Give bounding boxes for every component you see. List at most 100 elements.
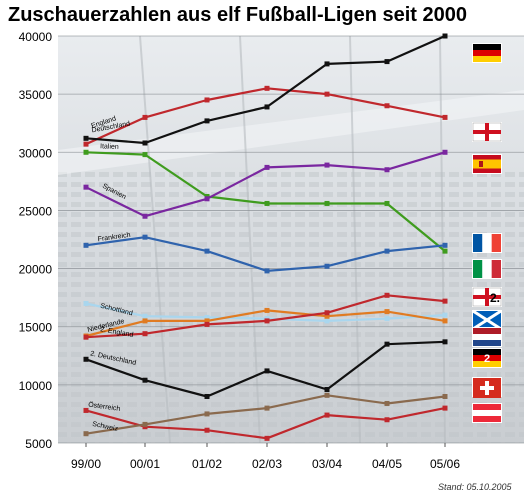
data-point — [442, 242, 448, 248]
data-point — [83, 334, 89, 340]
data-point — [324, 313, 330, 319]
x-tick-label: 05/06 — [430, 457, 460, 471]
y-tick-label: 25000 — [19, 204, 53, 218]
data-point — [264, 368, 270, 374]
data-point — [442, 339, 448, 345]
data-point — [142, 377, 148, 383]
flag-germany2-icon: 2 — [472, 348, 502, 368]
data-point — [142, 313, 148, 319]
data-point — [442, 33, 448, 39]
data-point — [264, 200, 270, 206]
data-point — [204, 196, 210, 202]
data-point — [142, 140, 148, 146]
data-point — [324, 61, 330, 67]
data-point — [142, 152, 148, 158]
data-point — [442, 405, 448, 411]
x-axis-ticks: 99/00 00/01 01/02 02/03 03/04 04/05 05/06 — [71, 443, 460, 471]
data-point — [384, 292, 390, 298]
data-point — [384, 316, 390, 322]
data-point — [204, 427, 210, 433]
data-point — [442, 298, 448, 304]
data-point — [83, 184, 89, 190]
data-point — [384, 417, 390, 423]
data-point — [204, 97, 210, 103]
data-point — [83, 141, 89, 147]
data-point — [442, 312, 448, 318]
data-point — [384, 341, 390, 347]
flag-number: 2 — [484, 353, 490, 365]
country-flags: 2.2 — [472, 43, 502, 423]
flag-austria-icon — [472, 403, 502, 423]
data-point — [324, 200, 330, 206]
data-point — [384, 59, 390, 65]
data-point — [384, 400, 390, 406]
data-point — [324, 318, 330, 324]
data-point — [264, 164, 270, 170]
x-tick-label: 04/05 — [372, 457, 402, 471]
data-point — [204, 411, 210, 417]
flag-england-icon — [472, 122, 502, 142]
flag-italy-icon — [472, 259, 502, 279]
data-point — [264, 435, 270, 441]
data-point — [264, 307, 270, 313]
flag-netherlands-icon — [472, 327, 502, 347]
y-tick-label: 15000 — [19, 321, 53, 335]
data-point — [324, 162, 330, 168]
series-label: Frankreich — [97, 232, 131, 244]
data-point — [264, 268, 270, 274]
footnote: Stand: 05.10.2005 — [438, 482, 512, 492]
y-tick-label: 30000 — [19, 146, 53, 160]
data-point — [442, 318, 448, 324]
flag-switzerland-icon — [472, 377, 502, 398]
x-tick-label: 03/04 — [312, 457, 342, 471]
data-point — [83, 356, 89, 362]
flag-scotland-icon — [472, 309, 502, 331]
data-point — [264, 318, 270, 324]
data-point — [204, 321, 210, 327]
flag-france-icon — [472, 233, 502, 253]
data-point — [142, 234, 148, 240]
x-tick-label: 02/03 — [252, 457, 282, 471]
data-point — [142, 421, 148, 427]
data-point — [324, 387, 330, 393]
data-point — [142, 318, 148, 324]
y-tick-label: 20000 — [19, 263, 53, 277]
data-point — [83, 300, 89, 306]
y-tick-label: 35000 — [19, 88, 53, 102]
data-point — [442, 248, 448, 254]
data-point — [384, 309, 390, 315]
data-point — [324, 412, 330, 418]
data-point — [442, 149, 448, 155]
flag-number: 2. — [490, 291, 500, 305]
data-point — [83, 135, 89, 141]
data-point — [264, 405, 270, 411]
data-point — [83, 242, 89, 248]
series-lines — [83, 33, 448, 441]
data-point — [204, 314, 210, 320]
chart-title: Zuschauerzahlen aus elf Fußball-Ligen se… — [8, 4, 468, 26]
data-point — [83, 431, 89, 437]
data-point — [384, 167, 390, 173]
data-point — [142, 331, 148, 337]
data-point — [384, 248, 390, 254]
data-point — [442, 393, 448, 399]
data-point — [204, 248, 210, 254]
data-point — [204, 393, 210, 399]
y-axis-ticks: 5000 10000 15000 20000 25000 30000 35000 40000 — [19, 30, 53, 451]
data-point — [442, 114, 448, 120]
data-point — [83, 149, 89, 155]
data-point — [264, 104, 270, 110]
data-point — [204, 118, 210, 124]
data-point — [324, 91, 330, 97]
x-tick-label: 99/00 — [71, 457, 101, 471]
x-tick-label: 01/02 — [192, 457, 222, 471]
y-tick-label: 10000 — [19, 379, 53, 393]
data-point — [142, 213, 148, 219]
data-point — [384, 103, 390, 109]
data-point — [142, 114, 148, 120]
series-label: Italien — [100, 143, 119, 151]
data-point — [324, 263, 330, 269]
y-tick-label: 5000 — [25, 437, 52, 451]
data-point — [204, 318, 210, 324]
